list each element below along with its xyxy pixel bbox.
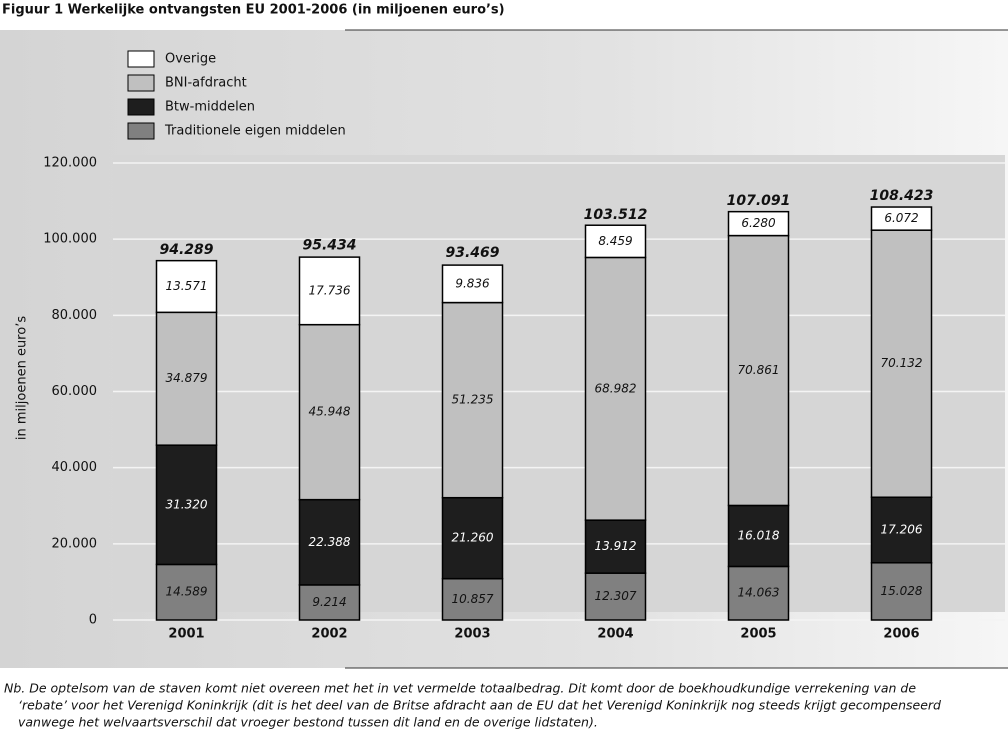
data-label: 21.260	[452, 531, 494, 545]
data-label: 17.736	[309, 283, 351, 297]
total-label: 108.423	[870, 188, 934, 204]
y-axis-label: in miljoenen euro’s	[15, 316, 30, 440]
total-label: 107.091	[727, 193, 791, 209]
data-label: 6.072	[884, 211, 918, 225]
data-label: 8.459	[598, 234, 632, 248]
data-label: 34.879	[166, 371, 208, 385]
data-label: 45.948	[309, 405, 351, 419]
legend-swatch	[127, 74, 155, 92]
total-label: 94.289	[159, 242, 213, 258]
bar-segment	[584, 572, 647, 621]
legend-swatch	[127, 122, 155, 140]
bar-segment	[870, 562, 933, 621]
data-label: 15.028	[881, 584, 923, 598]
data-label: 16.018	[738, 528, 780, 542]
data-label: 13.571	[166, 279, 208, 293]
total-label: 93.469	[445, 245, 499, 261]
y-tick-label: 80.000	[52, 308, 98, 323]
data-label: 9.836	[455, 276, 490, 290]
data-label: 14.589	[166, 585, 208, 599]
bar-segment	[584, 519, 647, 574]
data-label: 70.132	[881, 356, 923, 370]
data-label: 31.320	[166, 497, 208, 511]
y-tick-label: 20.000	[52, 536, 98, 551]
data-label: 10.857	[452, 592, 494, 606]
plot-area	[113, 155, 1005, 612]
y-tick-label: 60.000	[52, 384, 98, 399]
legend-label: BNI-afdracht	[165, 76, 247, 91]
bar-segment	[298, 584, 361, 621]
x-tick-label: 2004	[597, 627, 633, 642]
bar-segment	[155, 259, 218, 314]
bar-segment	[441, 264, 504, 304]
y-tick-label: 100.000	[43, 232, 97, 247]
bar-segment	[727, 210, 790, 237]
note: Nb. De optelsom van de staven komt niet …	[4, 681, 916, 696]
data-label: 13.912	[595, 539, 637, 553]
y-tick-label: 0	[89, 613, 97, 628]
bar-segment	[298, 256, 361, 326]
total-label: 95.434	[302, 238, 356, 254]
x-tick-label: 2003	[454, 627, 490, 642]
data-label: 68.982	[595, 381, 637, 395]
x-tick-label: 2001	[168, 627, 204, 642]
bar-segment	[441, 496, 504, 580]
bar-segment	[441, 301, 504, 499]
bar-segment	[870, 206, 933, 231]
legend-label: Btw-middelen	[165, 100, 255, 115]
total-label: 103.512	[584, 207, 648, 223]
note: vanwege het welvaartsverschil dat vroege…	[18, 715, 598, 730]
bar-segment	[298, 498, 361, 586]
bar-segment	[155, 444, 218, 566]
data-label: 9.214	[312, 595, 346, 609]
bar-segment	[155, 563, 218, 621]
y-tick-label: 40.000	[52, 460, 98, 475]
chart-title: Figuur 1 Werkelijke ontvangsten EU 2001-…	[2, 3, 505, 18]
data-label: 17.206	[881, 523, 923, 537]
bar-segment	[584, 256, 647, 521]
x-tick-label: 2006	[883, 627, 919, 642]
bar-segment	[727, 504, 790, 568]
x-tick-label: 2002	[311, 627, 347, 642]
data-label: 12.307	[595, 589, 637, 603]
data-label: 6.280	[741, 216, 776, 230]
bar-segment	[727, 234, 790, 507]
legend-label: Traditionele eigen middelen	[164, 124, 346, 139]
bar-segment	[870, 229, 933, 498]
bar-segment	[155, 311, 218, 446]
legend-swatch	[127, 98, 155, 116]
bar-segment	[584, 224, 647, 259]
legend-label: Overige	[165, 52, 216, 67]
data-label: 22.388	[309, 535, 351, 549]
y-tick-label: 120.000	[43, 156, 97, 171]
data-label: 51.235	[452, 393, 494, 407]
bar-segment	[727, 565, 790, 621]
x-tick-label: 2005	[740, 627, 776, 642]
note: ‘rebate’ voor het Verenigd Koninkrijk (d…	[18, 698, 941, 713]
data-label: 14.063	[738, 586, 780, 600]
legend-swatch	[127, 50, 155, 68]
data-label: 70.861	[738, 363, 780, 377]
